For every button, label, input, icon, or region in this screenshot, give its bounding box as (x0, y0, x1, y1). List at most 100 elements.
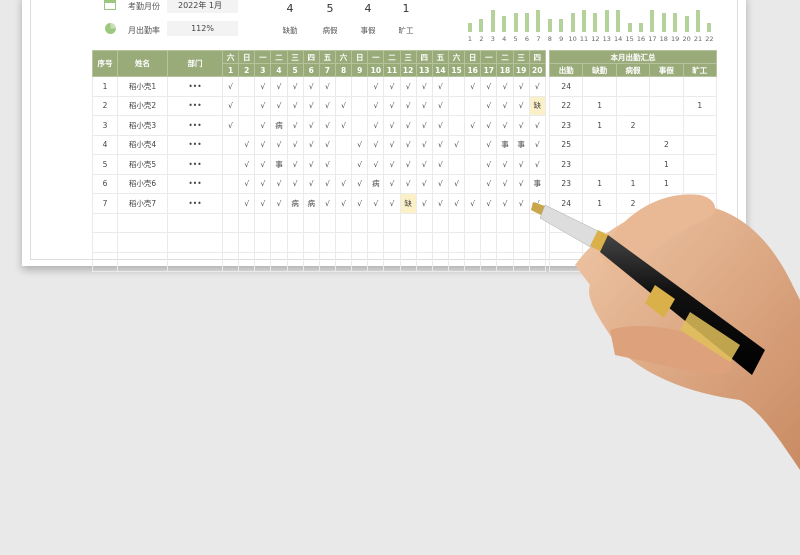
chart-bar-4 (502, 16, 507, 32)
header-day: 9 (351, 63, 369, 77)
month-label: 考勤月份 (128, 2, 160, 11)
chart-tick-label: 12 (591, 35, 600, 43)
summary-row: 23 1 1 1 (548, 173, 718, 194)
pen (531, 202, 765, 375)
chart-tick-label: 6 (524, 35, 530, 43)
pie-icon (105, 23, 116, 34)
stat-label-3: 旷工 (398, 26, 414, 35)
attendance-table: 序号 姓名 部门六日一二三四五六日一二三四五六日一二三四 1 2 3 4 5 6 7 8 9 10 11 1… (92, 50, 546, 272)
stat-value-3: 1 (402, 2, 410, 15)
chart-tick-label: 7 (536, 35, 541, 43)
chart-bar-1 (468, 22, 472, 32)
table-row: 1 稻小壳1 ••• √ √ √ √ √ √ √ √ √ √ √ √ √ √ √ √ (92, 76, 546, 97)
chart-bar-3 (490, 10, 495, 32)
header-weekday: 日 (238, 50, 256, 64)
header-day: 1 (221, 63, 240, 77)
chart-tick-label: 4 (502, 35, 507, 43)
chart-tick-label: 16 (636, 35, 646, 43)
summary-col-header: 出勤 (548, 63, 584, 77)
header-weekday: 日 (351, 50, 369, 64)
calendar-icon (104, 0, 116, 10)
table-row: 5 稻小壳5 ••• √ √ 事 √ √ √ √ √ √ √ √ √ √ √ √ √ (92, 154, 546, 175)
chart-bar-17 (650, 10, 655, 32)
chart-tick-label: 9 (559, 35, 564, 43)
header-weekday: 四 (528, 50, 546, 64)
chart-bar-21 (696, 10, 700, 32)
chart-bar-22 (707, 22, 712, 32)
header-weekday: 三 (286, 50, 304, 64)
chart-bar-16 (639, 22, 643, 32)
empty-cell[interactable] (528, 251, 546, 272)
header-day: 15 (447, 63, 466, 77)
header-day: 18 (496, 63, 514, 77)
chart-bar-13 (604, 10, 609, 32)
header-day: 4 (270, 63, 288, 77)
chart-tick-label: 14 (614, 35, 623, 43)
header-day: 7 (318, 63, 336, 77)
header-day: 10 (367, 63, 385, 77)
empty-row (92, 212, 546, 233)
chart-bar-9 (559, 19, 564, 32)
chart-bar-10 (570, 13, 575, 32)
header-day: 17 (480, 63, 498, 77)
stat-label-1: 病假 (322, 26, 338, 35)
chart-tick-label: 11 (579, 35, 589, 43)
chart-tick-label: 15 (625, 35, 634, 43)
header-dept: 部门 (167, 50, 223, 77)
attendance-cell[interactable]: √ (528, 154, 546, 175)
rate-value[interactable]: 112% (167, 21, 238, 36)
chart-tick-label: 19 (671, 35, 680, 43)
attendance-cell[interactable]: 缺 (399, 193, 417, 214)
chart-tick-label: 1 (467, 35, 473, 43)
chart-bar-8 (547, 19, 552, 32)
stat-label-0: 缺勤 (282, 26, 298, 35)
header-day: 12 (399, 63, 417, 77)
chart-bar-5 (513, 13, 518, 32)
chart-tick-label: 8 (547, 35, 552, 43)
chart-bar-20 (684, 16, 689, 32)
chart-tick-label: 3 (490, 35, 495, 43)
header-day: 3 (254, 63, 272, 77)
chart-bar-14 (616, 10, 621, 32)
stat-value-2: 4 (364, 2, 372, 15)
table-row: 2 稻小壳2 ••• √ √ √ √ √ √ √ √ √ √ √ √ √ √ √ 缺 (92, 95, 546, 116)
stat-value-1: 5 (326, 2, 334, 15)
stat-label-2: 事假 (360, 26, 376, 35)
summary-col-header: 事假 (649, 63, 684, 77)
chart-bar-15 (627, 22, 632, 32)
chart-tick-label: 10 (568, 35, 577, 43)
chart-bar-19 (673, 13, 678, 32)
attendance-cell[interactable]: 缺 (528, 95, 546, 116)
header-day: 16 (464, 63, 482, 77)
chart-bar-2 (479, 19, 484, 32)
header-weekday: 五 (431, 50, 449, 64)
month-value[interactable]: 2022年 1月 (167, 0, 238, 13)
header-weekday: 六 (221, 50, 240, 64)
header-weekday: 四 (415, 50, 433, 64)
summary-col-header: 缺勤 (582, 63, 617, 77)
stat-value-0: 4 (286, 2, 294, 15)
chart-bar-7 (536, 10, 541, 32)
chart-tick-label: 21 (693, 35, 703, 43)
chart-tick-label: 20 (682, 35, 691, 43)
header-day: 11 (383, 63, 401, 77)
chart-tick-label: 17 (648, 35, 657, 43)
header-day: 13 (415, 63, 433, 77)
summary-col-header: 旷工 (682, 63, 718, 77)
header-weekday: 日 (464, 50, 482, 64)
header-day: 8 (334, 63, 353, 77)
header-day: 20 (528, 63, 546, 77)
empty-row (92, 232, 546, 253)
chart-bar-18 (661, 13, 666, 32)
chart-tick-label: 13 (602, 35, 611, 43)
empty-row (92, 251, 546, 272)
header-day: 19 (512, 63, 530, 77)
chart-tick-label: 2 (479, 35, 484, 43)
table-row: 7 稻小壳7 ••• √ √ √ 病病 √ √ √ √ √ 缺 √ √ √ √ √ √ √ √ (92, 193, 546, 214)
chart-bar-11 (582, 10, 586, 32)
chart-tick-label: 22 (705, 35, 714, 43)
header-index: 序号 (92, 50, 118, 77)
chart-bar-6 (525, 13, 529, 32)
header-day: 2 (238, 63, 256, 77)
